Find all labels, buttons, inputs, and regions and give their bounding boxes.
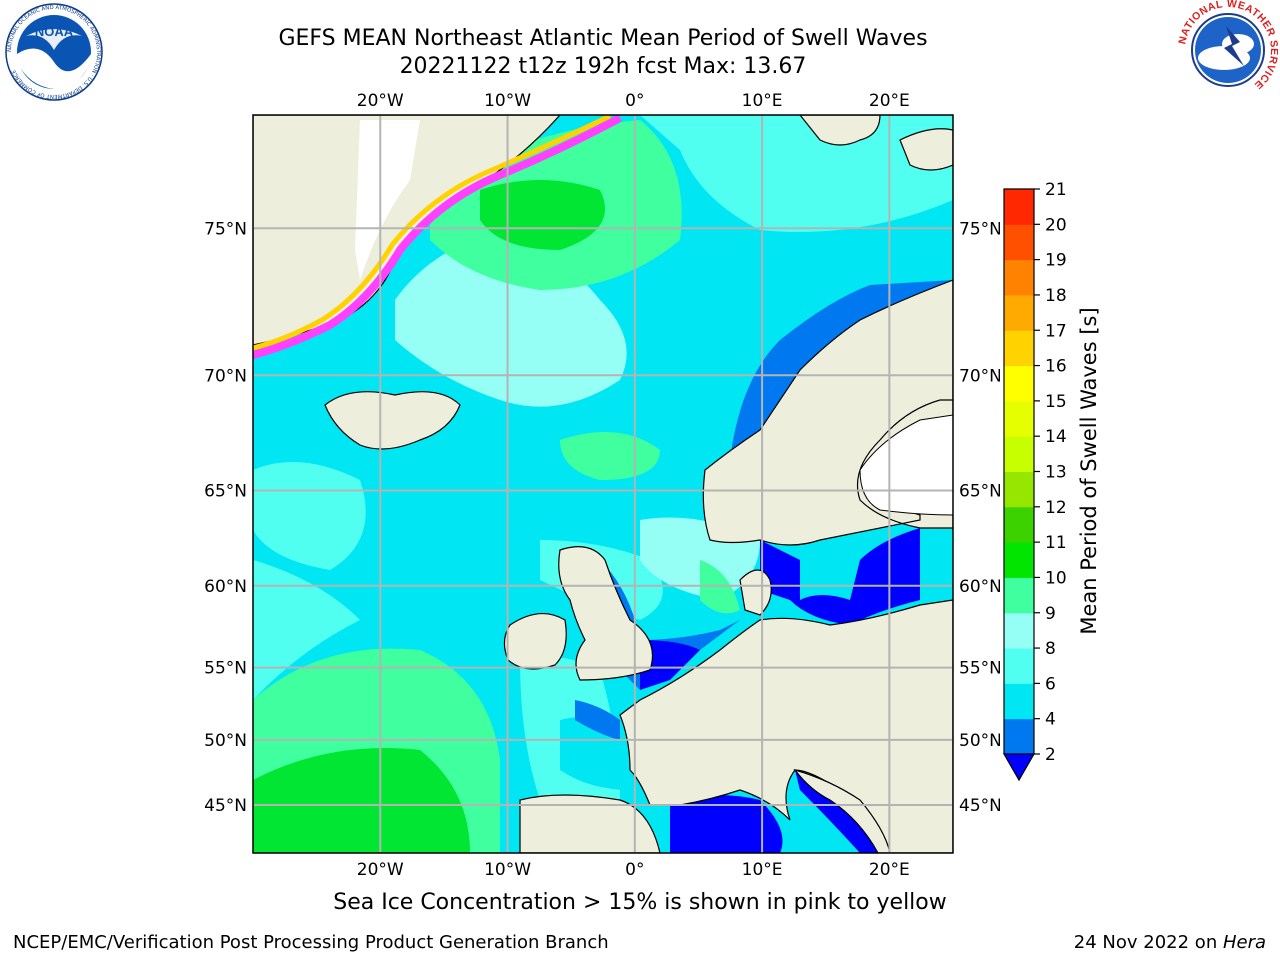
lat-tick-label-right: 60°N bbox=[959, 577, 1000, 597]
colorbar-tick-label: 10 bbox=[1045, 568, 1067, 588]
lon-tick-label-bottom: 0° bbox=[625, 860, 644, 880]
lat-tick-label-right: 55°N bbox=[959, 659, 1000, 679]
colorbar-tick-label: 16 bbox=[1045, 357, 1067, 377]
chart-subtitle: 20221122 t12z 192h fcst Max: 13.67 bbox=[399, 54, 807, 79]
nws-logo: NATIONAL WEATHER SERVICE bbox=[1178, 0, 1278, 98]
lat-tick-label-right: 70°N bbox=[959, 366, 1000, 386]
colorbar-tick-label: 19 bbox=[1045, 251, 1067, 271]
lat-tick-label-right: 45°N bbox=[959, 796, 1000, 816]
colorbar-extend-arrow bbox=[1002, 753, 1036, 782]
colorbar-tick-label: 13 bbox=[1045, 463, 1067, 483]
lat-tick-label-right: 65°N bbox=[959, 481, 1000, 501]
lat-tick-label-left: 45°N bbox=[204, 796, 247, 816]
colorbar-tick-label: 6 bbox=[1045, 674, 1056, 694]
lon-tick-label-bottom: 20°E bbox=[869, 860, 910, 880]
colorbar-segment bbox=[1004, 683, 1034, 720]
colorbar-segment bbox=[1004, 189, 1034, 225]
lat-tick-label-right: 75°N bbox=[959, 219, 1000, 239]
colorbar: 2 4 6 8 9 10 11 12 13 14 15 16 17 18 19 20 21 Mean Perio… bbox=[1002, 180, 1101, 782]
colorbar-segment bbox=[1004, 330, 1034, 367]
colorbar-segment bbox=[1004, 400, 1034, 437]
lat-tick-label-right: 50°N bbox=[959, 731, 1000, 751]
lon-tick-label-top: 20°E bbox=[869, 91, 910, 111]
colorbar-segment bbox=[1004, 648, 1034, 684]
lat-tick-label-left: 50°N bbox=[204, 731, 247, 751]
lon-tick-label-bottom: 20°W bbox=[357, 860, 404, 880]
noaa-logo-text: NOAA bbox=[35, 24, 74, 39]
colorbar-segment bbox=[1004, 224, 1034, 261]
lat-tick-label-left: 55°N bbox=[204, 659, 247, 679]
sea-ice-edge-pink bbox=[253, 115, 622, 359]
colorbar-tick-label: 4 bbox=[1045, 710, 1056, 730]
colorbar-tick-label: 20 bbox=[1045, 215, 1067, 235]
colorbar-segment bbox=[1004, 577, 1034, 614]
generation-date: 24 Nov 2022 on Hera bbox=[1074, 932, 1266, 953]
colorbar-tick-label: 12 bbox=[1045, 498, 1067, 518]
colorbar-segment bbox=[1004, 542, 1034, 578]
lat-tick-label-left: 75°N bbox=[204, 219, 247, 239]
lon-tick-label-top: 10°W bbox=[484, 91, 531, 111]
colorbar-tick-label: 15 bbox=[1045, 392, 1067, 412]
lon-tick-label-top: 20°W bbox=[357, 91, 404, 111]
chart-title: GEFS MEAN Northeast Atlantic Mean Period… bbox=[278, 26, 928, 51]
lat-tick-label-left: 70°N bbox=[204, 366, 247, 386]
colorbar-tick-label: 9 bbox=[1045, 604, 1056, 624]
colorbar-segment bbox=[1004, 506, 1034, 543]
colorbar-segment bbox=[1004, 365, 1034, 402]
generation-date-text: 24 Nov 2022 on bbox=[1073, 932, 1223, 953]
colorbar-tick-label: 2 bbox=[1045, 745, 1056, 765]
colorbar-tick-label: 21 bbox=[1045, 180, 1067, 200]
colorbar-tick-label: 18 bbox=[1045, 286, 1067, 306]
colorbar-segment bbox=[1004, 612, 1034, 649]
lon-tick-label-bottom: 10°W bbox=[484, 860, 531, 880]
map-panel: 20°W 20°W 10°W 10°W 0° 0° 10°E 10°E 20°E 20°E 45°N… bbox=[204, 91, 1000, 880]
greenland-no-data bbox=[355, 120, 420, 280]
map-frame bbox=[252, 114, 954, 854]
colorbar-label: Mean Period of Swell Waves [s] bbox=[1077, 307, 1101, 634]
lat-tick-label-left: 65°N bbox=[204, 481, 247, 501]
graticule bbox=[253, 115, 953, 853]
colorbar-segment bbox=[1004, 294, 1034, 331]
lon-tick-label-top: 0° bbox=[625, 91, 644, 111]
lat-tick-label-left: 60°N bbox=[204, 577, 247, 597]
sea-ice-note: Sea Ice Concentration > 15% is shown in … bbox=[333, 890, 947, 915]
lon-tick-label-top: 10°E bbox=[742, 91, 783, 111]
sea-ice-edge-yellow bbox=[253, 115, 612, 351]
lon-tick-label-bottom: 10°E bbox=[742, 860, 783, 880]
producer-credit: NCEP/EMC/Verification Post Processing Pr… bbox=[13, 932, 609, 953]
colorbar-tick-label: 17 bbox=[1045, 321, 1067, 341]
noaa-logo: NOAA NATIONAL OCEANIC AND ATMOSPHERIC AD… bbox=[5, 3, 103, 101]
colorbar-tick-label: 8 bbox=[1045, 639, 1056, 659]
colorbar-segment bbox=[1004, 436, 1034, 472]
colorbar-segment bbox=[1004, 259, 1034, 296]
colorbar-segment bbox=[1004, 471, 1034, 508]
colorbar-segment bbox=[1004, 718, 1034, 755]
colorbar-tick-label: 11 bbox=[1045, 533, 1067, 553]
host-name: Hera bbox=[1222, 932, 1266, 953]
colorbar-tick-label: 14 bbox=[1045, 427, 1067, 447]
